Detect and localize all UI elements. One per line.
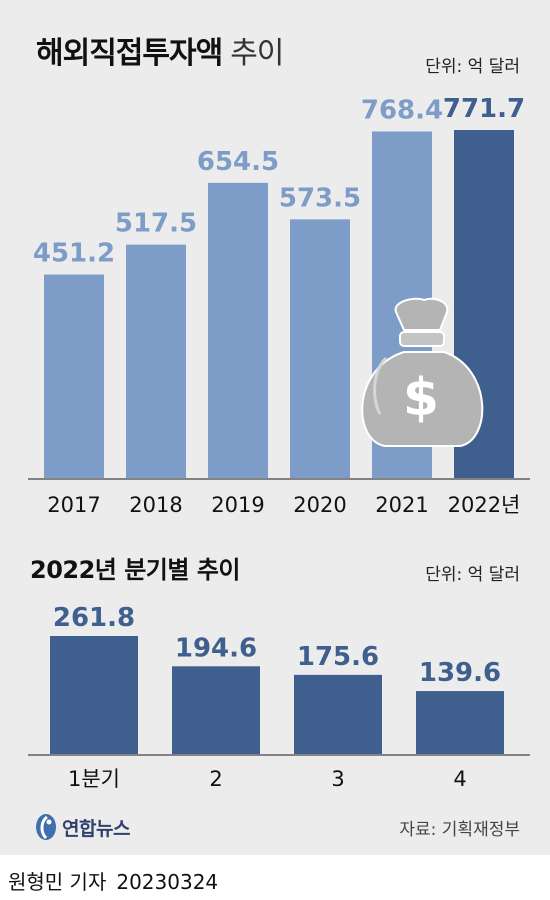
annual-bar (44, 274, 104, 478)
annual-bar (126, 244, 186, 478)
quarter-tick-label: 4 (453, 767, 466, 791)
byline-date: 20230324 (116, 870, 219, 894)
quarter-bar (416, 691, 504, 754)
quarter-value-label: 194.6 (175, 633, 257, 663)
quarter-tick-label: 2 (209, 767, 222, 791)
yonhap-emblem-icon (36, 814, 56, 840)
annual-tick-label: 2021 (375, 493, 428, 517)
quarter-value-label: 139.6 (419, 658, 501, 688)
quarter-bar (294, 674, 382, 754)
annual-tick-label: 2022년 (448, 493, 521, 517)
quarter-tick-label: 3 (331, 767, 344, 791)
quarterly-bar-chart: 261.8 1분기 194.6 2 175.6 3 139.6 4 (28, 603, 530, 791)
chart-subtitle: 추이 (230, 36, 284, 71)
byline: 원형민 기자 20230324 (8, 866, 218, 895)
unit-label-quarterly: 단위: 억 달러 (425, 565, 520, 585)
quarterly-chart-title: 2022년 분기별 추이 (30, 556, 241, 584)
money-bag-dollar-icon: $ (361, 297, 484, 447)
source-note: 자료: 기획재정부 (399, 820, 520, 840)
annual-value-label: 768.4 (361, 95, 443, 125)
quarter-value-label: 175.6 (297, 642, 379, 672)
quarter-value-label: 261.8 (53, 603, 135, 633)
annual-bar-chart: 451.2 2017 517.5 2018 654.5 2019 573.5 2020 768.… (28, 94, 530, 517)
quarter-tick-label: 1분기 (68, 767, 120, 791)
logo-text: 연합뉴스 (62, 817, 130, 840)
annual-value-label: 654.5 (197, 147, 279, 177)
annual-value-label: 771.7 (443, 94, 525, 124)
yonhap-logo: 연합뉴스 (34, 812, 130, 842)
chart-title: 해외직접투자액 추이 (36, 36, 284, 71)
unit-label-annual: 단위: 억 달러 (425, 57, 520, 77)
annual-bar (290, 219, 350, 478)
annual-bar (208, 182, 268, 478)
annual-value-label: 451.2 (33, 239, 115, 269)
annual-value-label: 517.5 (115, 209, 197, 239)
annual-tick-label: 2019 (211, 493, 264, 517)
quarter-bar (50, 636, 138, 754)
annual-value-label: 573.5 (279, 183, 361, 213)
quarter-bar (172, 666, 260, 754)
reporter-name: 원형민 기자 (8, 870, 107, 894)
svg-text:$: $ (403, 368, 439, 428)
annual-tick-label: 2020 (293, 493, 346, 517)
annual-tick-label: 2017 (47, 493, 100, 517)
annual-tick-label: 2018 (129, 493, 182, 517)
